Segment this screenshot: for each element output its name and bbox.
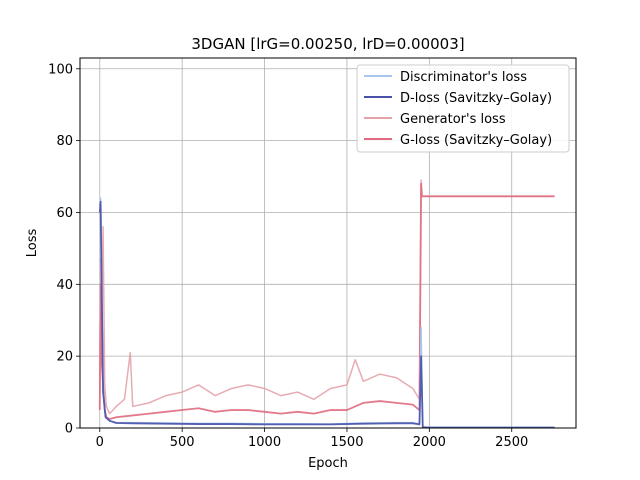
x-tick-label: 1000 — [248, 435, 281, 450]
x-tick-label: 0 — [96, 435, 104, 450]
y-tick-label: 100 — [48, 62, 73, 77]
series-g-loss-sg — [98, 182, 555, 420]
y-tick-label: 40 — [56, 278, 73, 293]
y-tick-label: 80 — [56, 134, 73, 149]
legend: Discriminator's loss D-loss (Savitzky–Go… — [356, 64, 570, 153]
legend-label-generator-loss: Generator's loss — [400, 112, 506, 127]
axes-frame — [79, 57, 577, 429]
series-generator-loss — [99, 179, 555, 415]
chart-title: 3DGAN [lrG=0.00250, lrD=0.00003] — [191, 35, 464, 53]
y-tick-label: 0 — [65, 422, 73, 437]
legend-label-g-loss-sg: G-loss (Savitzky–Golay) — [400, 133, 552, 148]
x-tick-label: 2000 — [413, 435, 446, 450]
x-tick-label: 2500 — [495, 435, 528, 450]
x-axis: 0 500 1000 1500 2000 2500 — [96, 428, 528, 450]
x-tick-label: 500 — [170, 435, 195, 450]
y-tick-label: 60 — [56, 206, 73, 221]
y-axis: 0 20 40 60 80 100 — [48, 62, 80, 437]
legend-label-discriminator-loss: Discriminator's loss — [400, 70, 527, 85]
y-axis-label: Loss — [25, 229, 40, 258]
legend-box — [356, 64, 570, 153]
x-tick-label: 1500 — [330, 435, 363, 450]
y-tick-label: 20 — [56, 350, 73, 365]
x-axis-label: Epoch — [308, 456, 348, 471]
legend-label-d-loss-sg: D-loss (Savitzky–Golay) — [400, 91, 552, 106]
